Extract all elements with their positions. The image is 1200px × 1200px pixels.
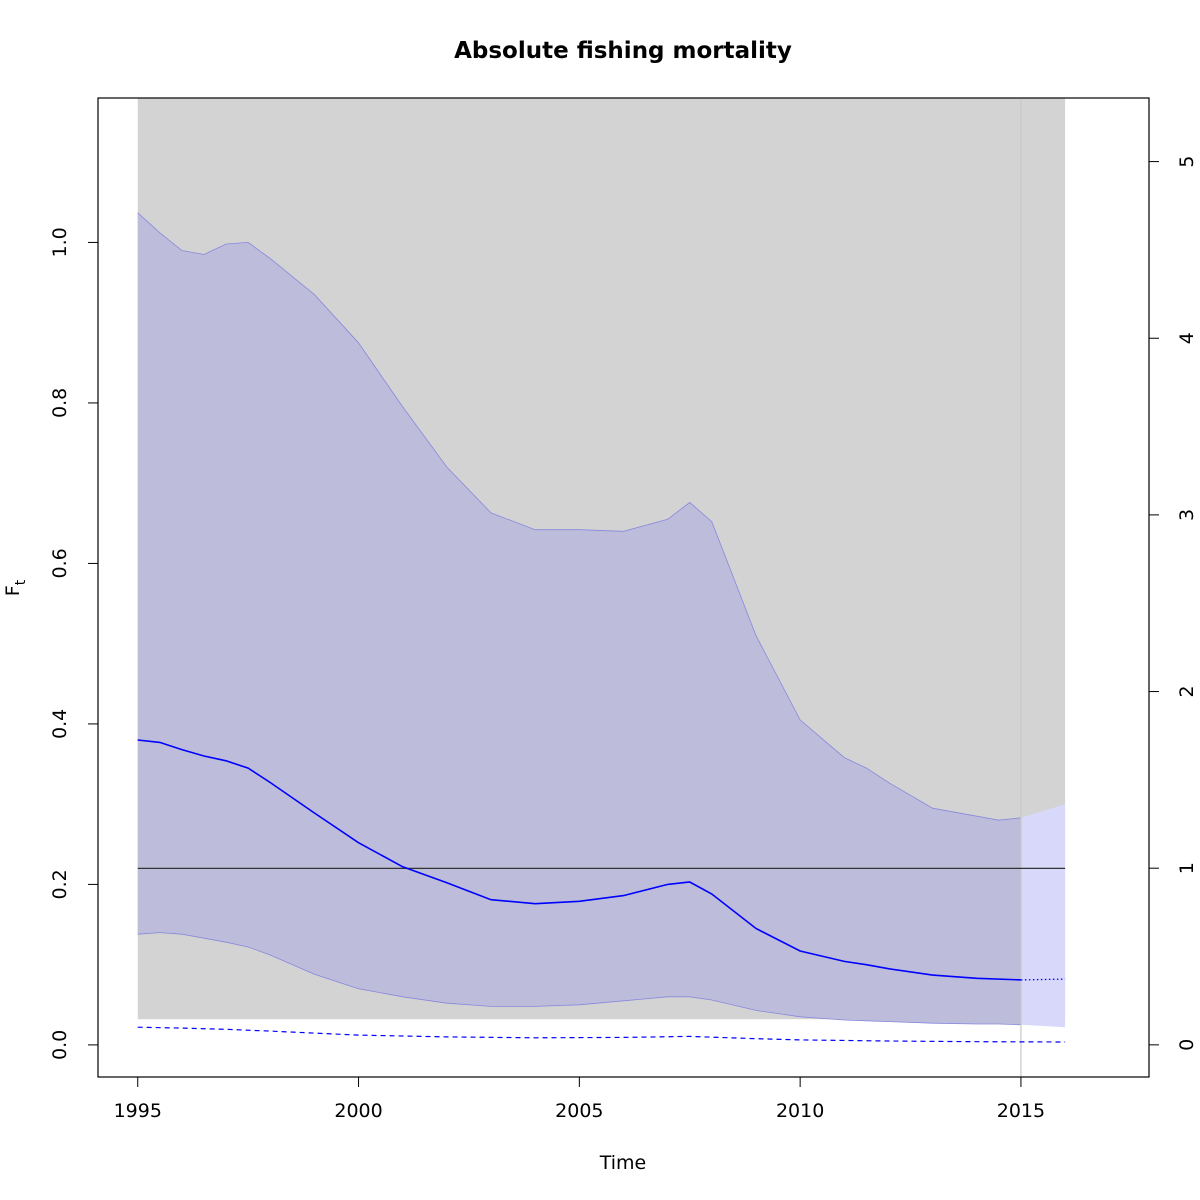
x-tick-label: 2010 <box>776 1100 824 1122</box>
axes: 1995 2000 2005 2010 2015 0.0 0.2 0.4 0.6 0.8 1.0 0 1… <box>49 156 1198 1122</box>
x-tick-label: 2015 <box>997 1100 1045 1122</box>
svg-text:Ft: Ft <box>2 579 29 596</box>
y-axis-title-main: F <box>2 585 24 596</box>
y-right-tick-label: 2 <box>1176 685 1198 697</box>
y-tick-label: 0.2 <box>49 869 71 899</box>
x-tick-label: 2005 <box>555 1100 603 1122</box>
x-axis-title: Time <box>599 1152 647 1174</box>
series-line-dotted-1 <box>1020 978 1066 981</box>
ci-band-forecast <box>1020 804 1066 1028</box>
y-tick-label: 0.0 <box>49 1030 71 1060</box>
plot-area <box>137 98 1066 1077</box>
y-tick-label: 0.4 <box>49 709 71 739</box>
y-right-tick-label: 1 <box>1176 862 1198 874</box>
series-line-dashed-2 <box>137 1026 1066 1043</box>
ci-lower-edge <box>137 932 1021 1026</box>
ci-upper-edge <box>137 212 1021 821</box>
y-right-tick-label: 4 <box>1176 332 1198 344</box>
y-tick-label: 0.8 <box>49 388 71 418</box>
y-axis-title-subscript: t <box>13 579 29 585</box>
y-axis-title: Ft <box>2 579 29 596</box>
chart-title: Absolute fishing mortality <box>454 38 792 64</box>
x-tick-label: 2000 <box>334 1100 382 1122</box>
y-right-tick-label: 3 <box>1176 509 1198 521</box>
y-right-tick-label: 0 <box>1176 1039 1198 1051</box>
ci-band <box>137 212 1021 1025</box>
y-right-tick-label: 5 <box>1176 156 1198 168</box>
x-tick-label: 1995 <box>114 1100 162 1122</box>
y-tick-label: 0.6 <box>49 548 71 578</box>
series-line-solid-0 <box>137 739 1021 981</box>
y-tick-label: 1.0 <box>49 227 71 257</box>
